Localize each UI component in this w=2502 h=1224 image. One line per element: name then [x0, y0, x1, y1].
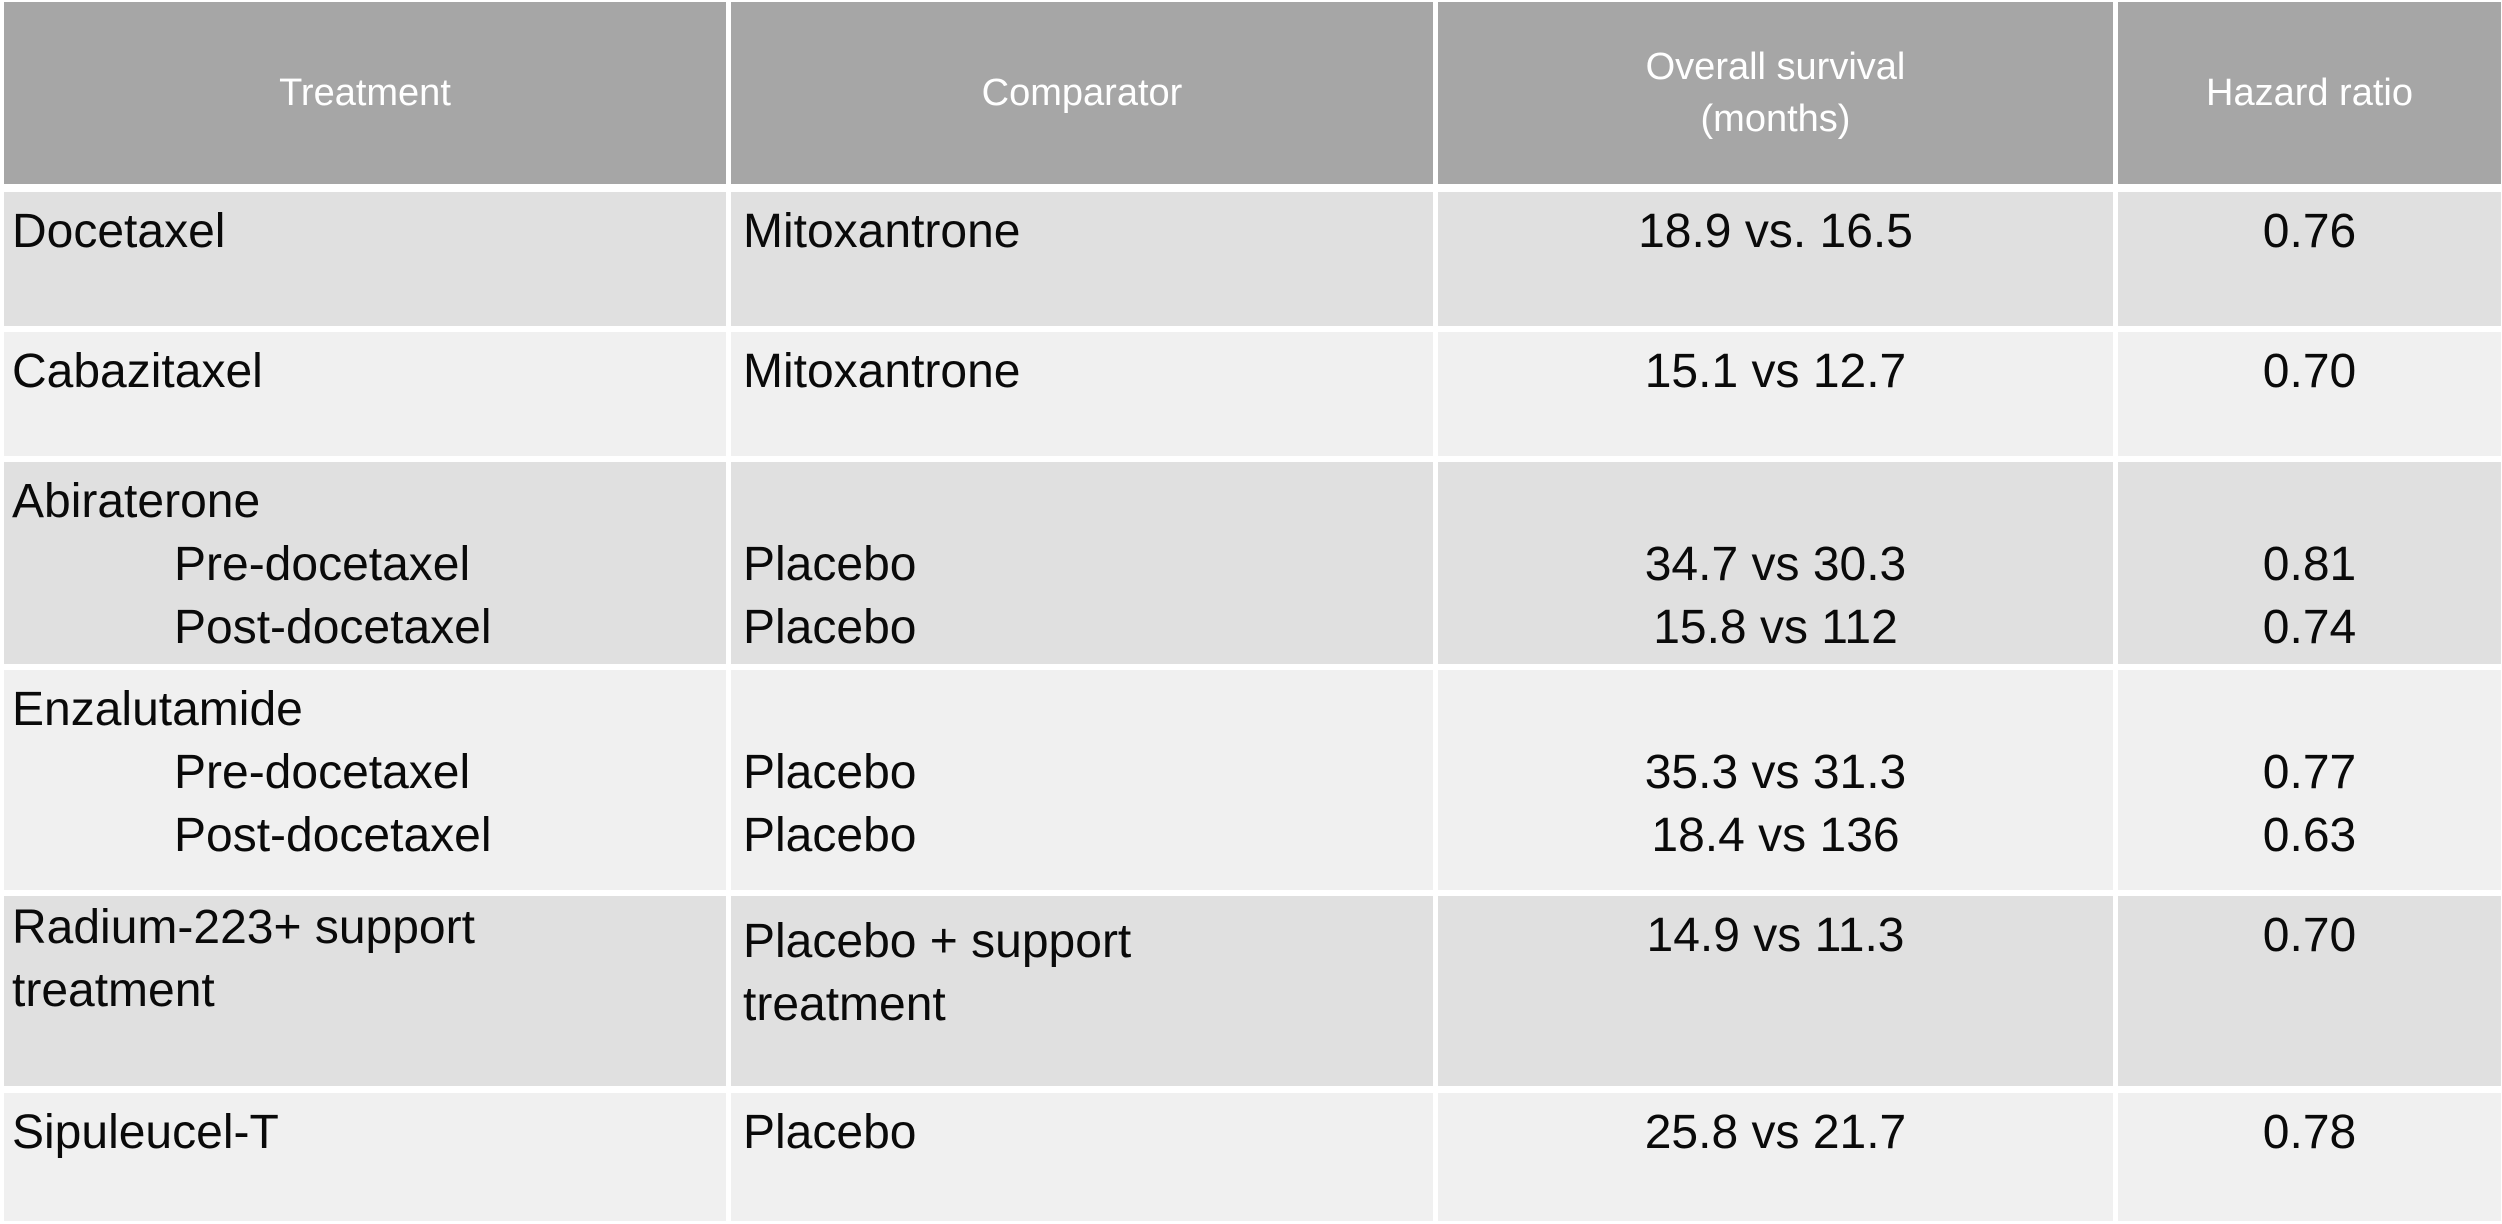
survival-comparison-table: Treatment Comparator Overall survival (m…	[4, 2, 2501, 1221]
column-header-comparator: Comparator	[731, 2, 1433, 184]
spacer	[743, 678, 1433, 741]
table-header-row: Treatment Comparator Overall survival (m…	[4, 2, 2501, 184]
cell-treatment: Enzalutamide Pre-docetaxel Post-docetaxe…	[4, 670, 726, 890]
treatment-subgroup-pre-docetaxel: Pre-docetaxel	[174, 538, 471, 591]
cell-hazard-ratio: 0.76	[2118, 192, 2501, 326]
table-row-abiraterone: Abiraterone Pre-docetaxel Post-docetaxel…	[4, 462, 2501, 664]
survival-value: 18.9 vs. 16.5	[1638, 205, 1913, 258]
survival-value: 25.8 vs 21.7	[1644, 1106, 1907, 1159]
cell-overall-survival: 14.9 vs 11.3	[1438, 896, 2113, 1086]
column-header-overall-survival: Overall survival (months)	[1438, 2, 2113, 184]
cell-overall-survival: 34.7 vs 30.3 15.8 vs 112	[1438, 462, 2113, 664]
cell-treatment: Cabazitaxel	[4, 332, 726, 456]
cell-overall-survival: 25.8 vs 21.7	[1438, 1093, 2113, 1221]
cell-comparator: Placebo Placebo	[731, 462, 1433, 664]
cell-overall-survival: 15.1 vs 12.7	[1438, 332, 2113, 456]
hazard-ratio-value: 0.63	[2262, 809, 2357, 862]
cell-hazard-ratio: 0.70	[2118, 332, 2501, 456]
spacer	[2118, 470, 2501, 533]
comparator-value-line2: treatment	[743, 978, 946, 1031]
survival-value: 15.1 vs 12.7	[1644, 345, 1907, 398]
column-header-hazard-ratio-label: Hazard ratio	[2206, 72, 2413, 114]
survival-value: 14.9 vs 11.3	[1646, 909, 1905, 962]
cell-treatment: Docetaxel	[4, 192, 726, 326]
comparator-value: Placebo	[743, 746, 917, 799]
table-row-enzalutamide: Enzalutamide Pre-docetaxel Post-docetaxe…	[4, 670, 2501, 890]
treatment-subgroup-pre-docetaxel: Pre-docetaxel	[174, 746, 471, 799]
treatment-name: Docetaxel	[12, 205, 226, 258]
column-header-treatment: Treatment	[4, 2, 726, 184]
treatment-subgroup-post-docetaxel: Post-docetaxel	[174, 809, 492, 862]
cell-comparator: Mitoxantrone	[731, 192, 1433, 326]
cell-hazard-ratio: 0.78	[2118, 1093, 2501, 1221]
hazard-ratio-value: 0.76	[2262, 205, 2357, 258]
cell-comparator: Placebo	[731, 1093, 1433, 1221]
hazard-ratio-value: 0.70	[2262, 345, 2357, 398]
treatment-name-line2: treatment	[12, 964, 215, 1017]
table-body: Docetaxel Mitoxantrone 18.9 vs. 16.5 0.7…	[4, 192, 2501, 1221]
cell-treatment: Abiraterone Pre-docetaxel Post-docetaxel	[4, 462, 726, 664]
comparator-value: Placebo	[743, 809, 917, 862]
table-row-docetaxel: Docetaxel Mitoxantrone 18.9 vs. 16.5 0.7…	[4, 192, 2501, 326]
treatment-name: Enzalutamide	[12, 683, 303, 736]
treatment-name: Sipuleucel-T	[12, 1106, 279, 1159]
cell-hazard-ratio: 0.70	[2118, 896, 2501, 1086]
hazard-ratio-value: 0.77	[2262, 746, 2357, 799]
column-header-hazard-ratio: Hazard ratio	[2118, 2, 2501, 184]
survival-value: 18.4 vs 136	[1651, 809, 1900, 862]
table-row-sipuleucel-t: Sipuleucel-T Placebo 25.8 vs 21.7 0.78	[4, 1093, 2501, 1221]
survival-value: 34.7 vs 30.3	[1644, 538, 1907, 591]
cell-overall-survival: 35.3 vs 31.3 18.4 vs 136	[1438, 670, 2113, 890]
column-header-overall-survival-line1: Overall survival	[1645, 46, 1906, 88]
cell-hazard-ratio: 0.81 0.74	[2118, 462, 2501, 664]
spacer	[1438, 678, 2113, 741]
table-row-radium-223: Radium-223+ support treatment Placebo + …	[4, 896, 2501, 1086]
spacer	[743, 470, 1433, 533]
cell-hazard-ratio: 0.77 0.63	[2118, 670, 2501, 890]
comparator-value: Placebo + support	[743, 915, 1132, 968]
hazard-ratio-value: 0.74	[2262, 601, 2357, 654]
spacer	[2118, 678, 2501, 741]
survival-value: 35.3 vs 31.3	[1644, 746, 1907, 799]
cell-comparator: Placebo Placebo	[731, 670, 1433, 890]
column-header-overall-survival-line2: (months)	[1700, 98, 1851, 140]
table-row-cabazitaxel: Cabazitaxel Mitoxantrone 15.1 vs 12.7 0.…	[4, 332, 2501, 456]
treatment-subgroup-post-docetaxel: Post-docetaxel	[174, 601, 492, 654]
cell-treatment: Sipuleucel-T	[4, 1093, 726, 1221]
cell-overall-survival: 18.9 vs. 16.5	[1438, 192, 2113, 326]
comparator-value: Mitoxantrone	[743, 345, 1021, 398]
comparator-value: Placebo	[743, 1106, 917, 1159]
hazard-ratio-value: 0.78	[2262, 1106, 2357, 1159]
cell-comparator: Placebo + support treatment	[731, 896, 1433, 1086]
hazard-ratio-value: 0.81	[2262, 538, 2357, 591]
cell-treatment: Radium-223+ support treatment	[4, 896, 726, 1086]
comparator-value: Mitoxantrone	[743, 205, 1021, 258]
treatment-name: Cabazitaxel	[12, 345, 263, 398]
column-header-comparator-label: Comparator	[981, 72, 1183, 114]
comparator-value: Placebo	[743, 601, 917, 654]
treatment-name: Abiraterone	[12, 475, 261, 528]
hazard-ratio-value: 0.70	[2262, 909, 2357, 962]
spacer	[1438, 470, 2113, 533]
column-header-treatment-label: Treatment	[279, 72, 451, 114]
comparator-value: Placebo	[743, 538, 917, 591]
cell-comparator: Mitoxantrone	[731, 332, 1433, 456]
treatment-name: Radium-223+ support	[12, 901, 475, 954]
survival-value: 15.8 vs 112	[1653, 601, 1898, 654]
